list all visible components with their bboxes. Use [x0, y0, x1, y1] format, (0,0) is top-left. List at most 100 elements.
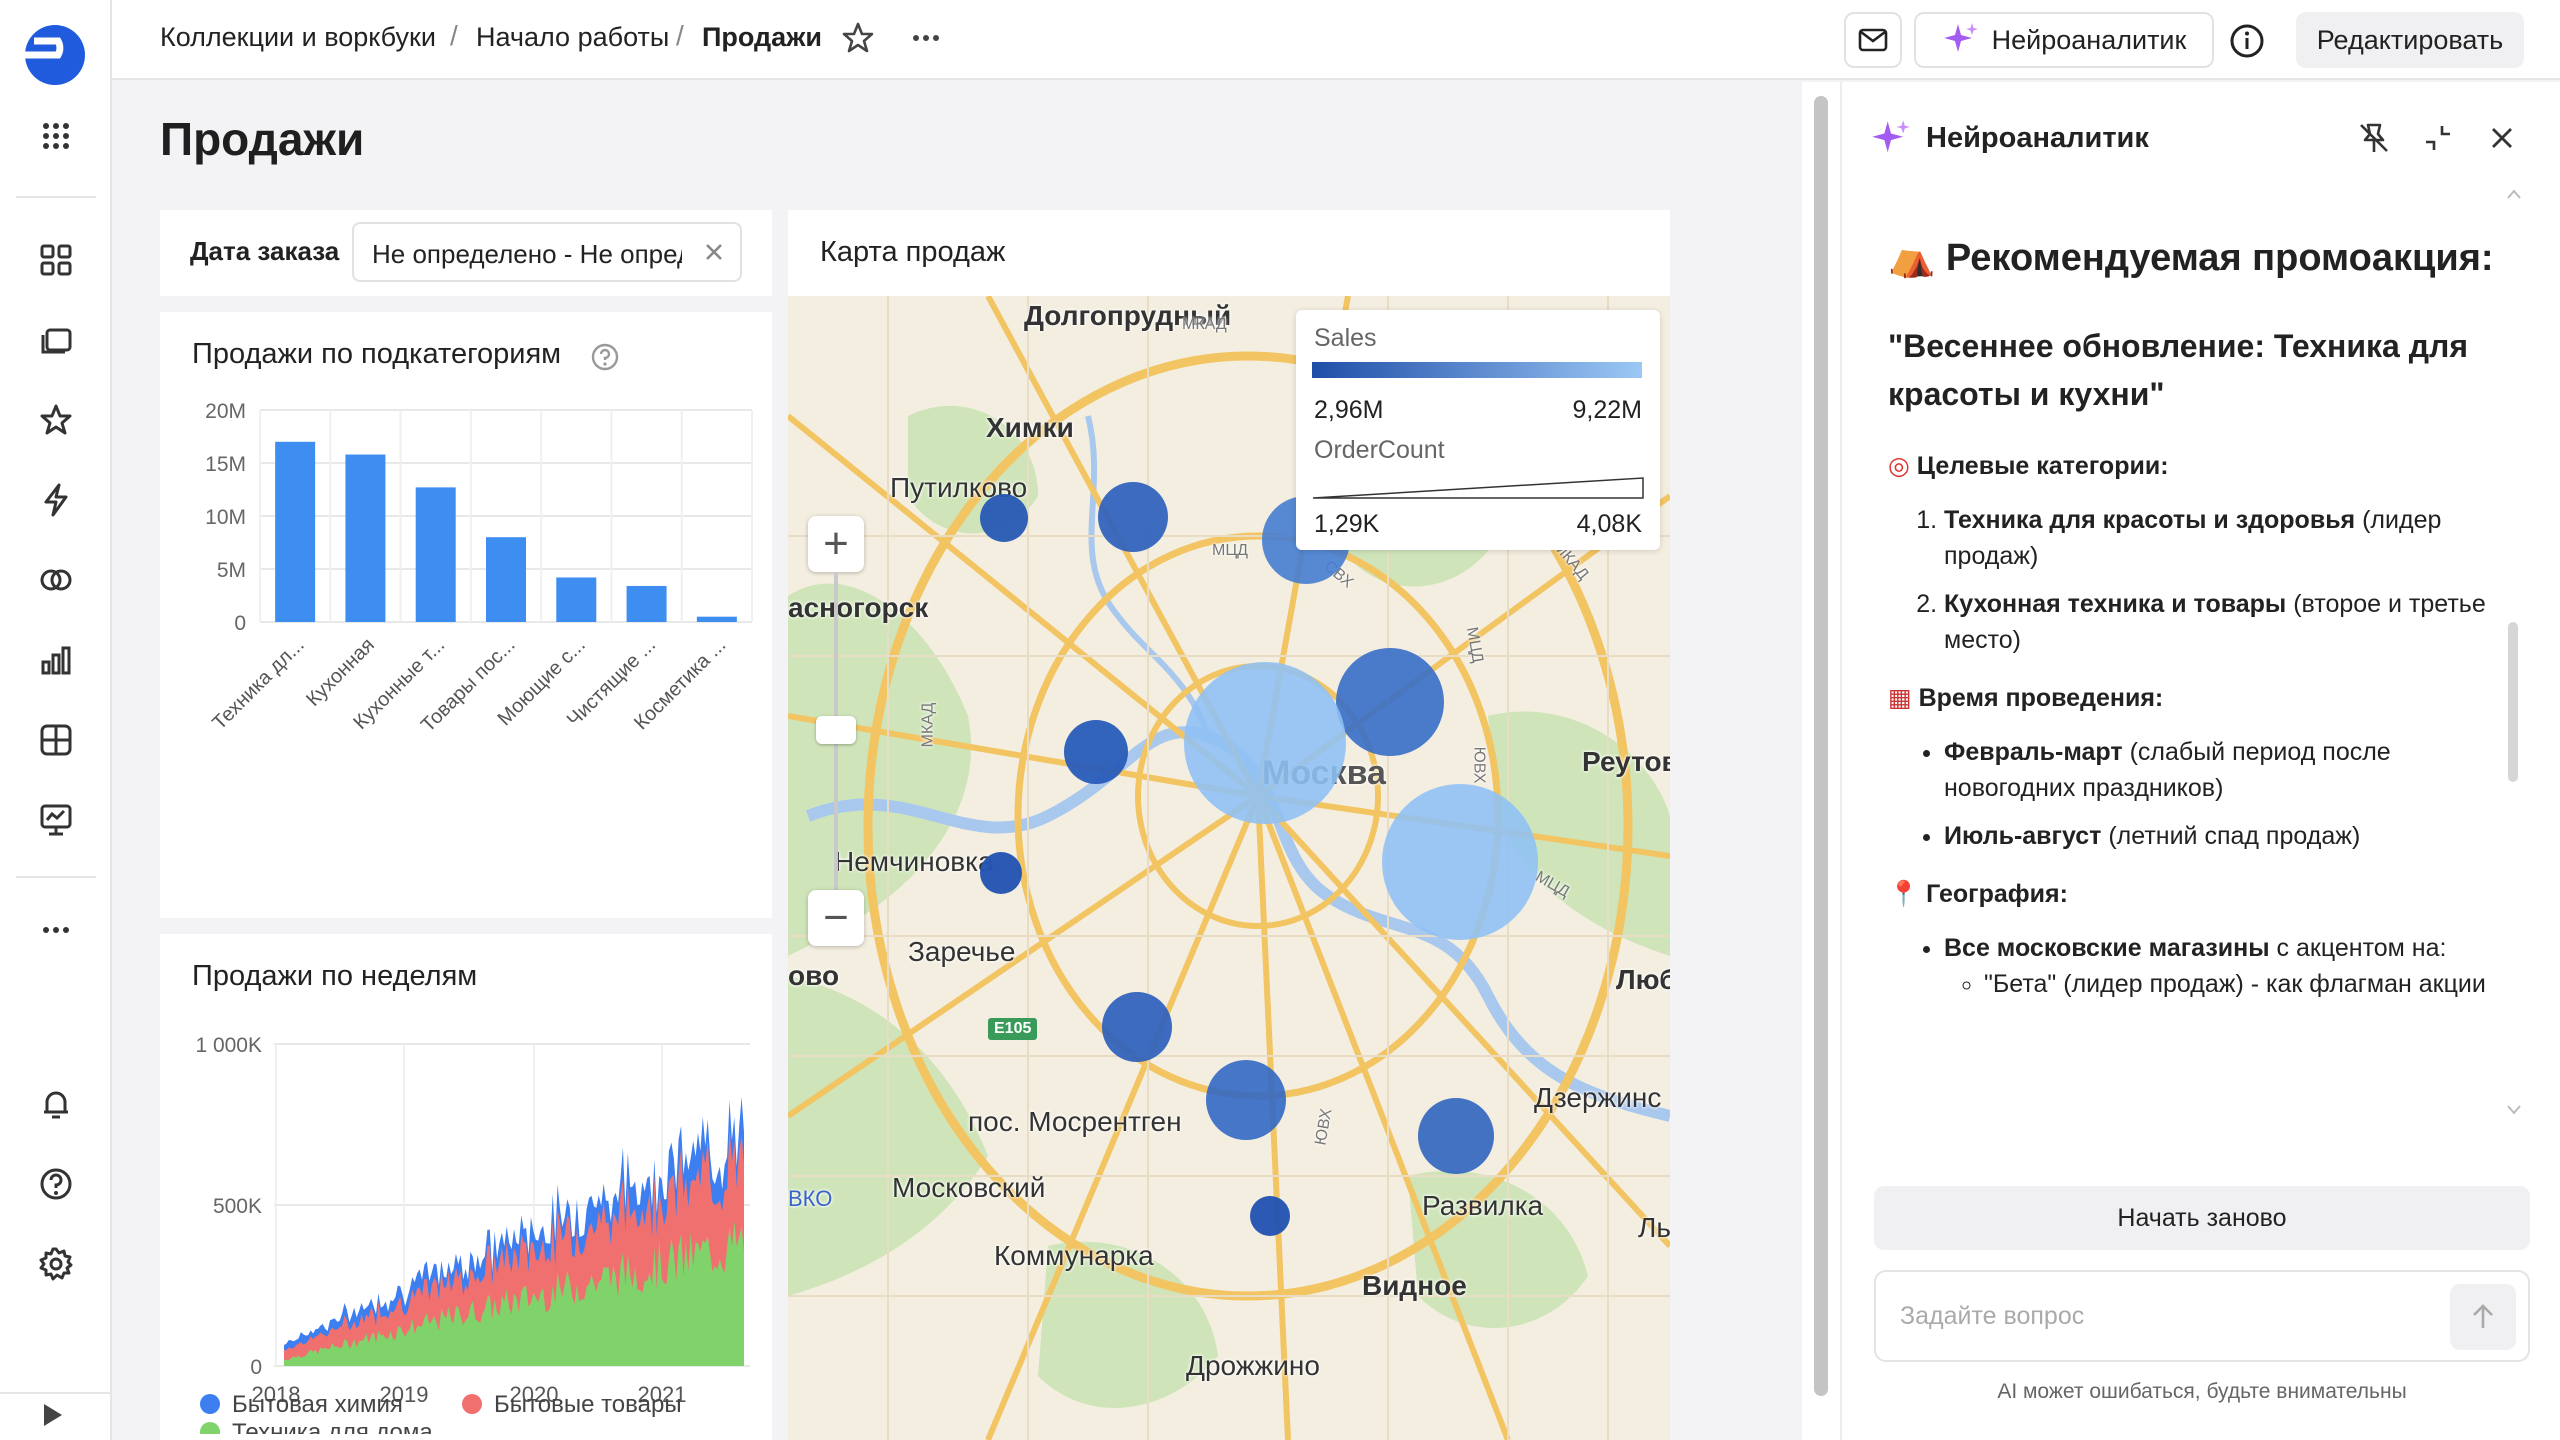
edit-button[interactable]: Редактировать — [2296, 12, 2524, 68]
datasets-rings-icon[interactable] — [30, 554, 82, 606]
sales-bubble[interactable] — [980, 494, 1028, 542]
zoom-slider-handle[interactable] — [816, 716, 856, 744]
legend-sales-gradient — [1312, 362, 1642, 378]
help-question-icon[interactable] — [30, 1158, 82, 1210]
favorites-star-icon[interactable] — [30, 394, 82, 446]
map-label: пос. Мосрентген — [968, 1106, 1182, 1137]
rail-divider — [16, 196, 96, 198]
assistant-message: ⛺ Рекомендуемая промоакция: "Весеннее об… — [1888, 234, 2508, 1214]
y-tick-label: 0 — [250, 1356, 262, 1379]
map-label: Химки — [986, 412, 1074, 443]
legend-label[interactable]: Техника для дома — [232, 1419, 433, 1434]
legend-label[interactable]: Бытовая химия — [232, 1391, 403, 1418]
apps-grid-icon[interactable] — [30, 110, 82, 162]
legend-count-min: 1,29K — [1314, 510, 1380, 538]
help-hint-icon[interactable] — [590, 342, 620, 372]
mail-icon — [1858, 28, 1888, 52]
legend-label[interactable]: Бытовые товары — [494, 1391, 682, 1418]
message-heading: ⛺ Рекомендуемая промоакция: — [1888, 237, 2494, 279]
restart-button[interactable]: Начать заново — [1874, 1186, 2530, 1250]
x-tick-label: 2019 — [380, 1382, 429, 1407]
area-techn-series[interactable] — [284, 1221, 744, 1367]
zoom-out-button[interactable]: − — [808, 890, 864, 946]
bar[interactable] — [696, 616, 737, 622]
collapse-icon[interactable] — [2420, 120, 2456, 156]
sales-map-card: Карта продаж — [788, 210, 1670, 1440]
bar[interactable] — [556, 577, 597, 622]
scrollbar-thumb[interactable] — [1814, 96, 1828, 1396]
section-title-time: ▦ Время проведения: — [1888, 684, 2164, 712]
sales-bubble[interactable] — [1206, 1060, 1286, 1140]
sales-bubble[interactable] — [1250, 1196, 1290, 1236]
send-button[interactable] — [2450, 1284, 2516, 1350]
favorite-star-icon[interactable] — [840, 20, 876, 56]
map-label: Дрожжино — [1186, 1350, 1320, 1381]
scroll-down-arrow-icon[interactable] — [2506, 1104, 2522, 1116]
close-icon[interactable] — [2484, 120, 2520, 156]
dashboard-scrollbar[interactable] — [1802, 82, 1840, 1440]
scroll-up-arrow-icon[interactable] — [2506, 188, 2522, 200]
sales-bubble[interactable] — [1336, 648, 1444, 756]
x-tick-label: 2021 — [638, 1382, 687, 1407]
map-label: Ль — [1638, 1212, 1670, 1243]
list-item: "Бета" (лидер продаж) - как флагман акци… — [1984, 966, 2508, 1002]
rail-divider — [16, 876, 96, 878]
more-actions-icon[interactable] — [908, 20, 944, 56]
sales-bubble[interactable] — [1418, 1098, 1494, 1174]
sales-bubble[interactable] — [1102, 992, 1172, 1062]
y-tick-label: 0 — [234, 612, 246, 635]
reports-grid-icon[interactable] — [30, 714, 82, 766]
more-dots-icon[interactable] — [30, 904, 82, 956]
map-label: Дзержинс — [1534, 1082, 1662, 1113]
y-tick-label: 1 000K — [195, 1034, 262, 1057]
sales-map[interactable]: Долгопрудный Химки Путилково асногорск М… — [788, 296, 1670, 1440]
messages-button[interactable] — [1844, 12, 1902, 68]
assistant-button[interactable]: Нейроаналитик — [1914, 12, 2214, 68]
question-input-box — [1874, 1270, 2530, 1362]
map-label: ово — [788, 960, 840, 991]
breadcrumb-collections[interactable]: Коллекции и воркбуки — [160, 22, 436, 52]
question-input[interactable] — [1900, 1296, 2440, 1336]
zoom-in-button[interactable]: + — [808, 516, 864, 572]
clear-filter-icon[interactable] — [700, 238, 728, 266]
x-tick-label: Техника дл... — [208, 634, 308, 734]
settings-gear-icon[interactable] — [30, 1238, 82, 1290]
assistant-panel: Нейроаналитик ⛺ Рекомендуемая промоакция… — [1840, 82, 2560, 1440]
info-icon[interactable] — [2228, 22, 2266, 60]
unpin-icon[interactable] — [2356, 120, 2392, 156]
datalens-logo[interactable] — [22, 22, 88, 88]
rail-divider — [0, 1392, 112, 1394]
map-label: Развилка — [1422, 1190, 1544, 1221]
left-sidebar — [0, 0, 112, 1440]
expand-sidebar-icon[interactable] — [44, 1404, 62, 1426]
sales-bubble[interactable] — [980, 852, 1022, 894]
connections-lightning-icon[interactable] — [30, 474, 82, 526]
sales-bubble[interactable] — [1098, 482, 1168, 552]
breadcrumb-separator: / — [450, 20, 458, 51]
notifications-bell-icon[interactable] — [30, 1078, 82, 1130]
top-bar: Коллекции и воркбуки / Начало работы / П… — [112, 0, 2560, 80]
targets-list: Техника для красоты и здоровья (лидер пр… — [1888, 502, 2508, 658]
bar[interactable] — [275, 441, 316, 622]
bar[interactable] — [486, 537, 526, 622]
monitor-chart-icon[interactable] — [30, 794, 82, 846]
map-label: Видное — [1362, 1270, 1467, 1301]
sales-bubble[interactable] — [1064, 720, 1128, 784]
charts-bar-icon[interactable] — [30, 634, 82, 686]
bar[interactable] — [415, 487, 456, 622]
collections-icon[interactable] — [30, 314, 82, 366]
order-date-filter[interactable]: Не определено - Не определено — [352, 222, 742, 282]
bar[interactable] — [345, 454, 386, 622]
map-label: Долгопрудный — [1024, 300, 1232, 331]
legend-sales-min: 2,96M — [1314, 396, 1384, 424]
circus-tent-icon: ⛺ — [1888, 237, 1936, 279]
breadcrumb-getting-started[interactable]: Начало работы — [476, 22, 670, 52]
section-title-geo: 📍 География: — [1888, 880, 2068, 908]
map-label: Люб — [1616, 964, 1670, 995]
dashboards-icon[interactable] — [30, 234, 82, 286]
sales-bubble[interactable] — [1184, 662, 1346, 824]
chat-scrollbar-thumb[interactable] — [2508, 622, 2518, 782]
sales-bubble[interactable] — [1382, 784, 1538, 940]
bar[interactable] — [626, 585, 667, 622]
map-label: Московский — [892, 1172, 1046, 1203]
